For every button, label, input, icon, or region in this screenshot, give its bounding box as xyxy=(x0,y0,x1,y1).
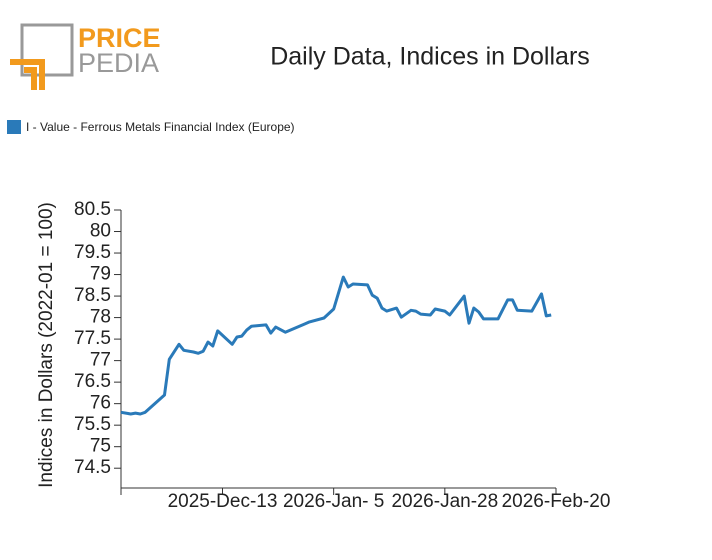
y-tick-label: 78.5 xyxy=(74,285,111,306)
logo-frame xyxy=(20,23,74,77)
y-tick-label: 79 xyxy=(90,264,111,285)
y-tick-label: 80.5 xyxy=(74,199,111,220)
y-tick-label: 75.5 xyxy=(74,414,111,435)
logo-bottom: PEDIA xyxy=(78,48,159,78)
y-tick-label: 78 xyxy=(90,307,111,328)
y-tick-label: 80 xyxy=(90,221,111,242)
y-tick-label: 79.5 xyxy=(74,242,111,263)
data-line xyxy=(120,275,552,416)
logo-top: PRICE xyxy=(78,23,161,53)
y-tick-label: 76 xyxy=(90,393,111,414)
logo-mark xyxy=(10,59,45,90)
x-tick-label: 2026-Jan- 5 xyxy=(283,491,384,512)
y-axis-label: Indices in Dollars (2022-01 = 100) xyxy=(36,202,57,488)
y-tick-label: 77.5 xyxy=(74,328,111,349)
legend-label: I - Value - Ferrous Metals Financial Ind… xyxy=(26,120,295,134)
y-tick-label: 76.5 xyxy=(74,371,111,392)
x-tick-label: 2025-Dec-13 xyxy=(168,491,278,512)
legend-swatch xyxy=(7,120,21,134)
chart-title: Daily Data, Indices in Dollars xyxy=(270,43,590,71)
logo: PRICE PEDIA xyxy=(10,23,161,90)
x-tick-label: 2026-Feb-20 xyxy=(502,491,611,512)
y-tick-label: 74.5 xyxy=(74,457,111,478)
x-tick-label: 2026-Jan-28 xyxy=(391,491,498,512)
y-tick-label: 75 xyxy=(90,436,111,457)
y-tick-label: 77 xyxy=(90,350,111,371)
